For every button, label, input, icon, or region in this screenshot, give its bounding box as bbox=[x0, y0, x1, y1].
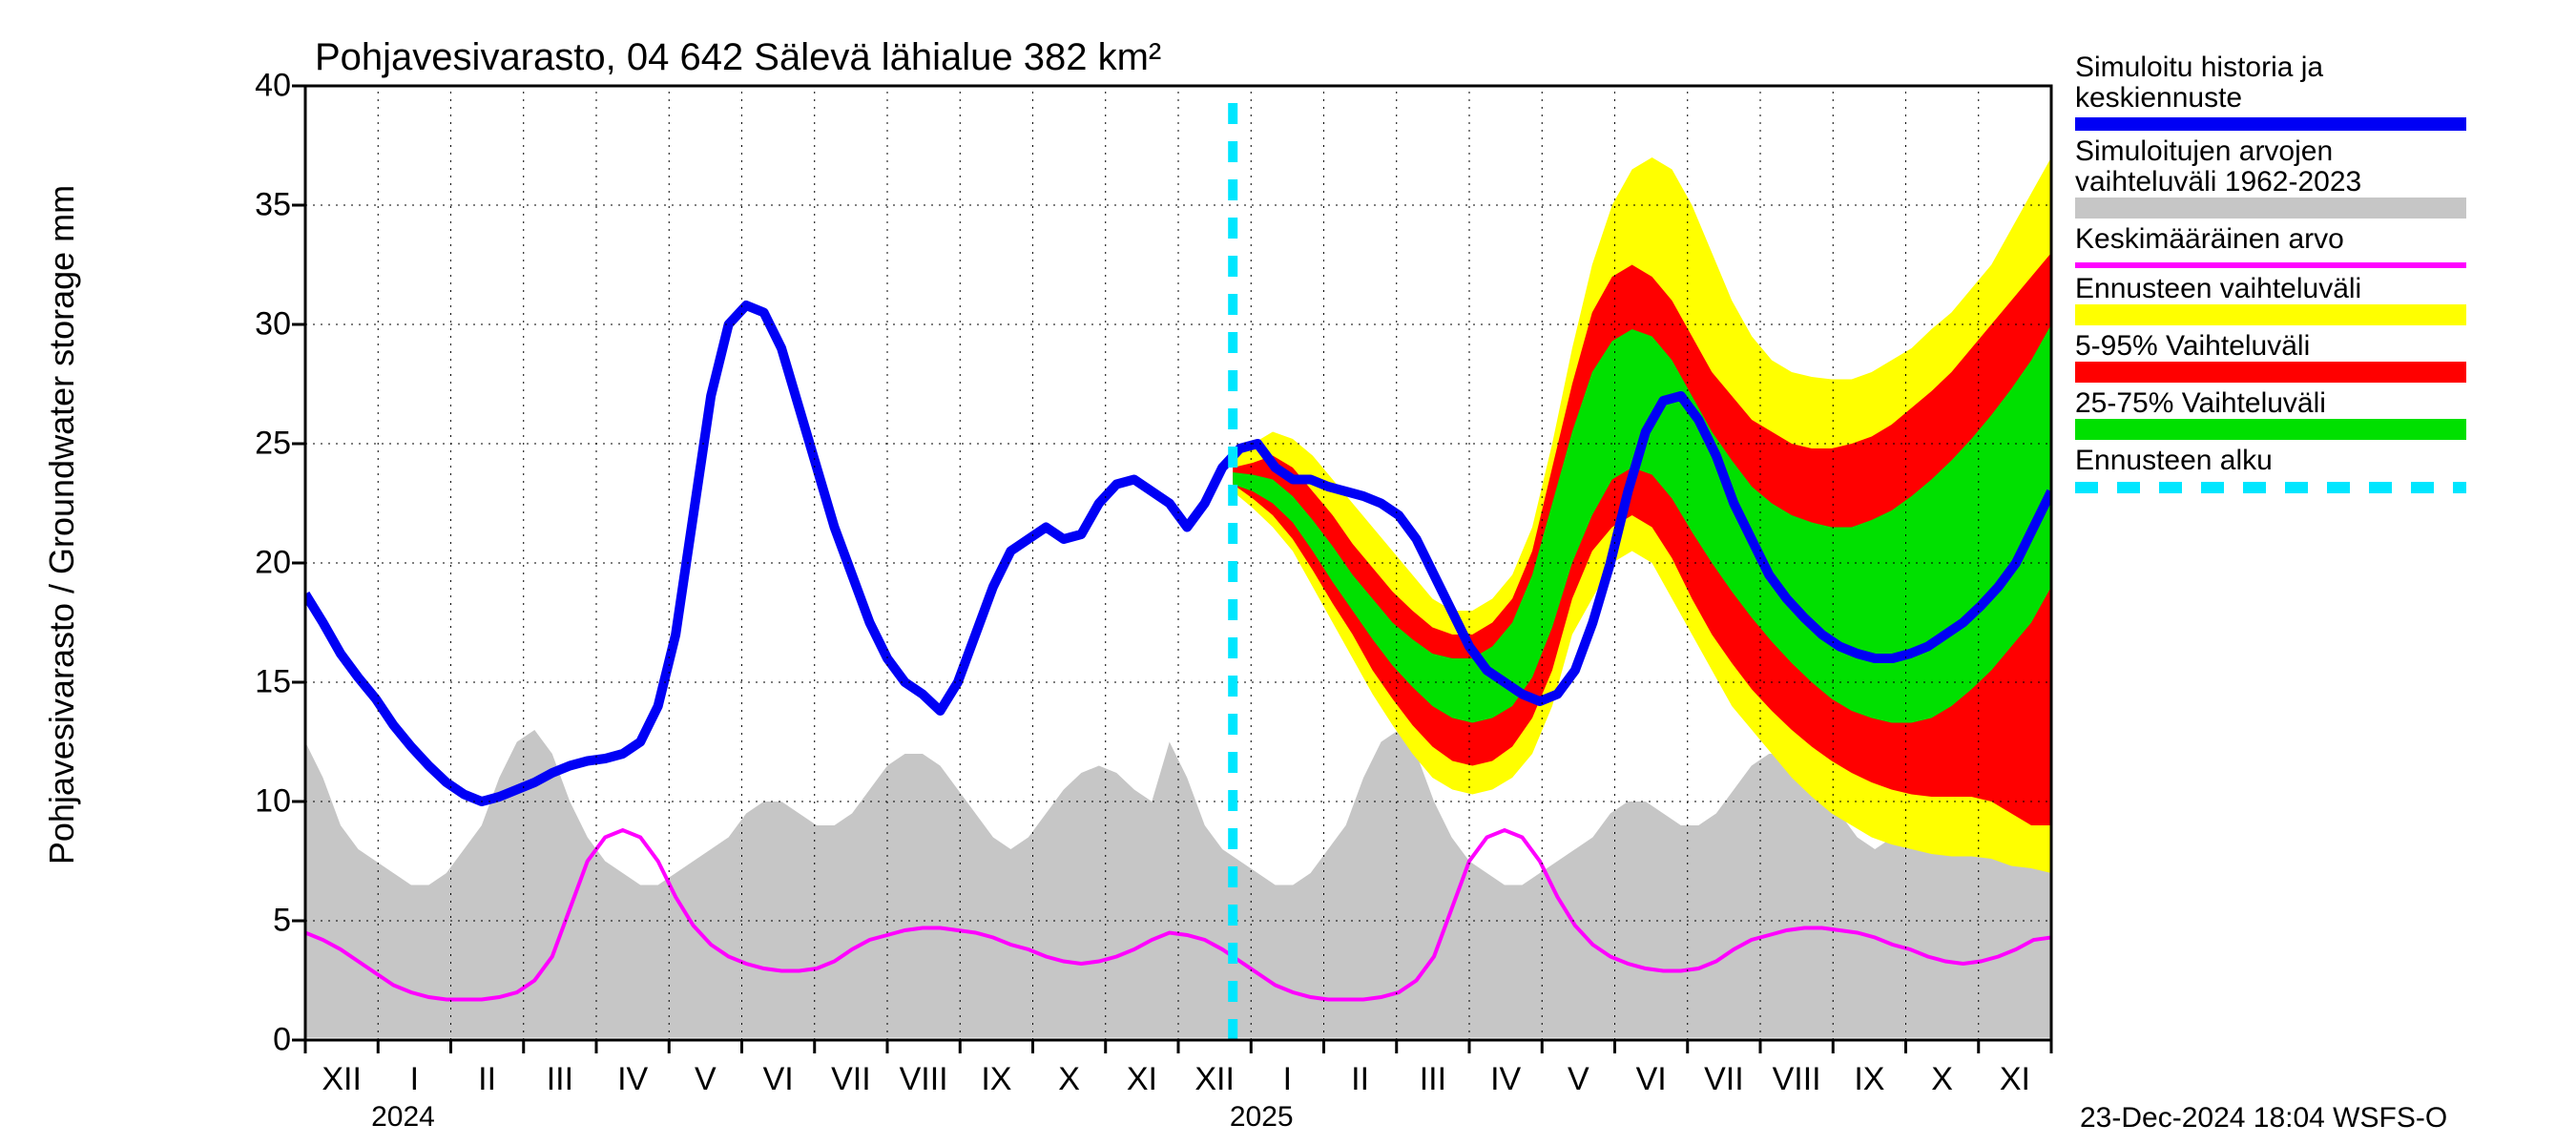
legend-swatch bbox=[2075, 482, 2466, 493]
xtick-label: II bbox=[1351, 1061, 1369, 1098]
xtick-label: VIII bbox=[900, 1061, 948, 1098]
legend-label: vaihteluväli 1962-2023 bbox=[2075, 167, 2552, 198]
ytick-label: 35 bbox=[239, 187, 291, 224]
legend-label: Ennusteen vaihteluväli bbox=[2075, 274, 2552, 304]
xtick-label: VI bbox=[763, 1061, 794, 1098]
xtick-label: VI bbox=[1636, 1061, 1667, 1098]
footer-timestamp: 23-Dec-2024 18:04 WSFS-O bbox=[2080, 1102, 2447, 1135]
legend-label: keskiennuste bbox=[2075, 83, 2552, 114]
legend-label: 25-75% Vaihteluväli bbox=[2075, 388, 2552, 419]
ytick-label: 5 bbox=[239, 903, 291, 940]
xtick-label: XII bbox=[322, 1061, 362, 1098]
legend-swatch bbox=[2075, 198, 2466, 219]
legend-swatch bbox=[2075, 262, 2466, 268]
legend-entry: 25-75% Vaihteluväli bbox=[2075, 388, 2552, 440]
xtick-label: IV bbox=[1490, 1061, 1521, 1098]
xtick-label: III bbox=[547, 1061, 573, 1098]
xtick-label: XI bbox=[2000, 1061, 2030, 1098]
xtick-label: VIII bbox=[1773, 1061, 1821, 1098]
xtick-label: II bbox=[478, 1061, 496, 1098]
legend-swatch bbox=[2075, 117, 2466, 131]
xtick-label: XI bbox=[1127, 1061, 1157, 1098]
ytick-label: 20 bbox=[239, 545, 291, 582]
year-label: 2024 bbox=[371, 1101, 435, 1134]
xtick-label: X bbox=[1058, 1061, 1080, 1098]
chart-title: Pohjavesivarasto, 04 642 Sälevä lähialue… bbox=[315, 36, 1161, 79]
ytick-label: 30 bbox=[239, 306, 291, 344]
xtick-label: IX bbox=[981, 1061, 1011, 1098]
xtick-label: V bbox=[695, 1061, 717, 1098]
legend-label: Keskimääräinen arvo bbox=[2075, 224, 2552, 255]
legend-label: Simuloitu historia ja bbox=[2075, 52, 2552, 83]
legend-entry: Keskimääräinen arvo bbox=[2075, 224, 2552, 268]
ytick-label: 0 bbox=[239, 1022, 291, 1059]
legend-label: 5-95% Vaihteluväli bbox=[2075, 331, 2552, 362]
legend-swatch bbox=[2075, 304, 2466, 325]
legend-entry: 5-95% Vaihteluväli bbox=[2075, 331, 2552, 383]
ytick-label: 10 bbox=[239, 783, 291, 821]
legend: Simuloitu historia jakeskiennusteSimuloi… bbox=[2075, 52, 2552, 499]
year-label: 2025 bbox=[1230, 1101, 1294, 1134]
legend-label: Simuloitujen arvojen bbox=[2075, 136, 2552, 167]
ytick-label: 40 bbox=[239, 68, 291, 105]
legend-swatch bbox=[2075, 362, 2466, 383]
ytick-label: 25 bbox=[239, 426, 291, 463]
xtick-label: X bbox=[1931, 1061, 1953, 1098]
xtick-label: IV bbox=[617, 1061, 648, 1098]
xtick-label: V bbox=[1568, 1061, 1589, 1098]
legend-entry: Ennusteen vaihteluväli bbox=[2075, 274, 2552, 325]
legend-entry: Simuloitu historia jakeskiennuste bbox=[2075, 52, 2552, 131]
xtick-label: I bbox=[1283, 1061, 1292, 1098]
y-axis-label: Pohjavesivarasto / Groundwater storage m… bbox=[42, 185, 82, 864]
xtick-label: III bbox=[1420, 1061, 1446, 1098]
ytick-label: 15 bbox=[239, 664, 291, 701]
xtick-label: XII bbox=[1195, 1061, 1235, 1098]
legend-entry: Ennusteen alku bbox=[2075, 446, 2552, 493]
xtick-label: I bbox=[410, 1061, 419, 1098]
xtick-label: VII bbox=[1704, 1061, 1744, 1098]
legend-swatch bbox=[2075, 419, 2466, 440]
xtick-label: IX bbox=[1854, 1061, 1884, 1098]
xtick-label: VII bbox=[831, 1061, 871, 1098]
legend-entry: Simuloitujen arvojenvaihteluväli 1962-20… bbox=[2075, 136, 2552, 219]
legend-label: Ennusteen alku bbox=[2075, 446, 2552, 476]
